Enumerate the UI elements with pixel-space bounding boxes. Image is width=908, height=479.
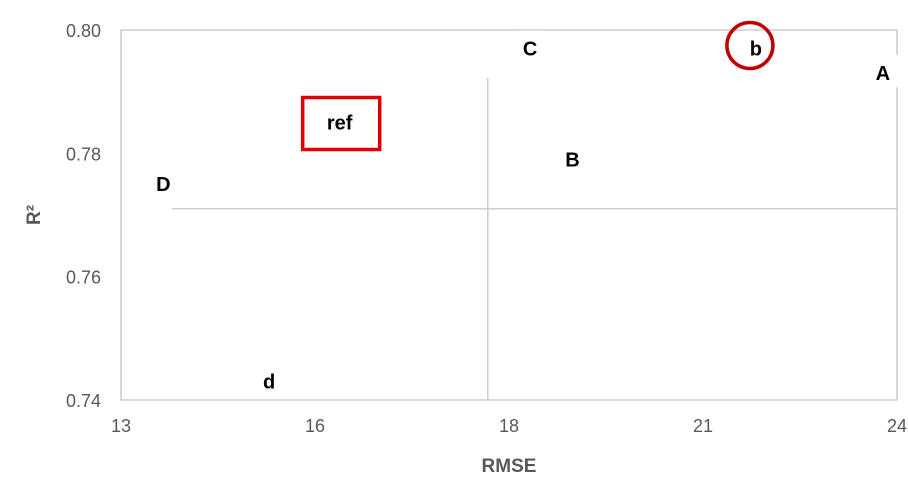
y-axis-title: R² <box>24 205 45 225</box>
x-tick-label: 16 <box>305 416 325 436</box>
y-tick-label: 0.74 <box>66 391 101 411</box>
point-label: A <box>876 63 890 85</box>
data-point-B: B <box>557 141 588 174</box>
x-tick-label: 18 <box>499 416 519 436</box>
point-label: b <box>750 39 762 61</box>
highlight-circle <box>725 20 775 71</box>
data-point-ref: ref <box>300 95 382 152</box>
point-label: d <box>263 372 275 394</box>
point-label: ref <box>327 113 353 135</box>
point-label-bg <box>867 55 898 88</box>
plot-frame <box>120 29 898 401</box>
x-tick-label: 21 <box>693 416 713 436</box>
point-label-bg <box>557 141 588 174</box>
y-tick-label: 0.78 <box>66 144 101 164</box>
x-axis-title: RMSE <box>482 456 537 477</box>
point-label-bg <box>740 30 771 63</box>
highlight-box <box>300 95 382 152</box>
point-label-bg <box>254 363 285 396</box>
data-point-d: d <box>254 363 285 396</box>
y-tick-label: 0.80 <box>66 21 101 41</box>
point-label-bg <box>312 104 367 137</box>
point-label: B <box>565 150 579 172</box>
data-point-C: C <box>515 30 546 63</box>
point-label: D <box>156 174 170 196</box>
data-point-D: D <box>148 166 179 199</box>
point-label-bg <box>148 166 179 199</box>
x-tick-label: 13 <box>111 416 131 436</box>
y-tick-label: 0.76 <box>66 268 101 288</box>
axis-ticks: 13 16 18 21 24 0.74 0.76 0.78 0.80 <box>66 21 907 436</box>
plot-border <box>120 29 898 401</box>
point-label-bg <box>515 30 546 63</box>
x-tick-label: 24 <box>887 416 907 436</box>
reference-lines <box>172 78 897 400</box>
data-point-b: b <box>725 20 775 71</box>
data-point-A: A <box>867 55 898 88</box>
point-label: C <box>523 39 537 61</box>
